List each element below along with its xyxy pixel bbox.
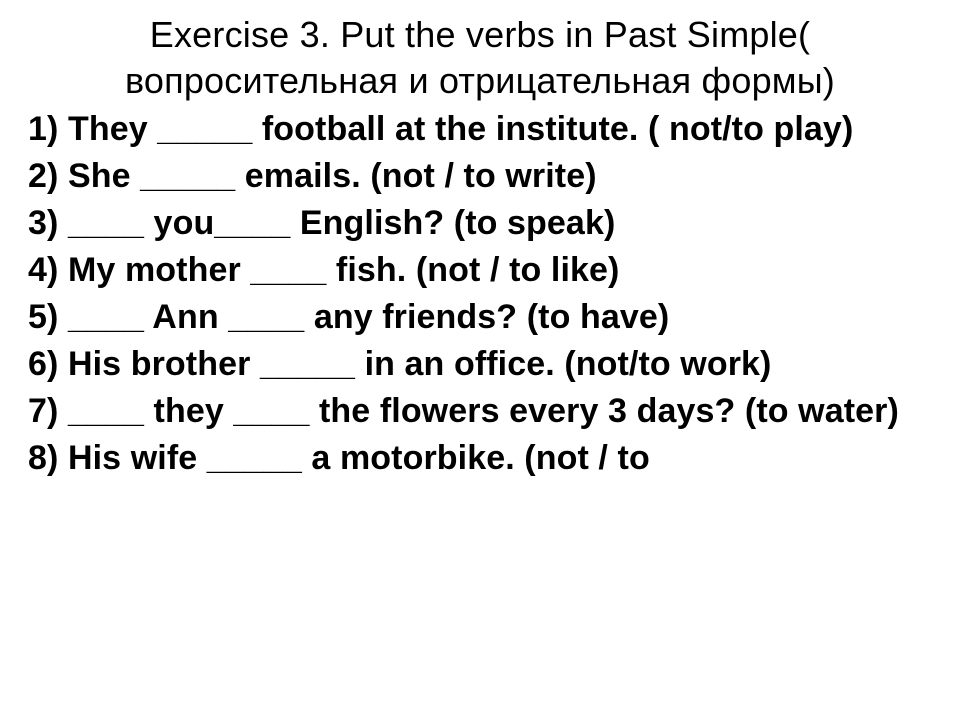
exercise-item: 5) ____ Ann ____ any friends? (to have) [28,294,932,341]
exercise-title: Exercise 3. Put the verbs in Past Simple… [28,12,932,104]
exercise-item: 7) ____ they ____ the flowers every 3 da… [28,388,932,435]
exercise-item: 3) ____ you____ English? (to speak) [28,200,932,247]
exercise-item: 8) His wife _____ a motorbike. (not / to [28,435,932,482]
exercise-item: 2) She _____ emails. (not / to write) [28,153,932,200]
exercise-items: 1) They _____ football at the institute.… [28,106,932,481]
exercise-page: Exercise 3. Put the verbs in Past Simple… [0,0,960,720]
exercise-item: 1) They _____ football at the institute.… [28,106,932,153]
exercise-item: 4) My mother ____ fish. (not / to like) [28,247,932,294]
exercise-item: 6) His brother _____ in an office. (not/… [28,341,932,388]
